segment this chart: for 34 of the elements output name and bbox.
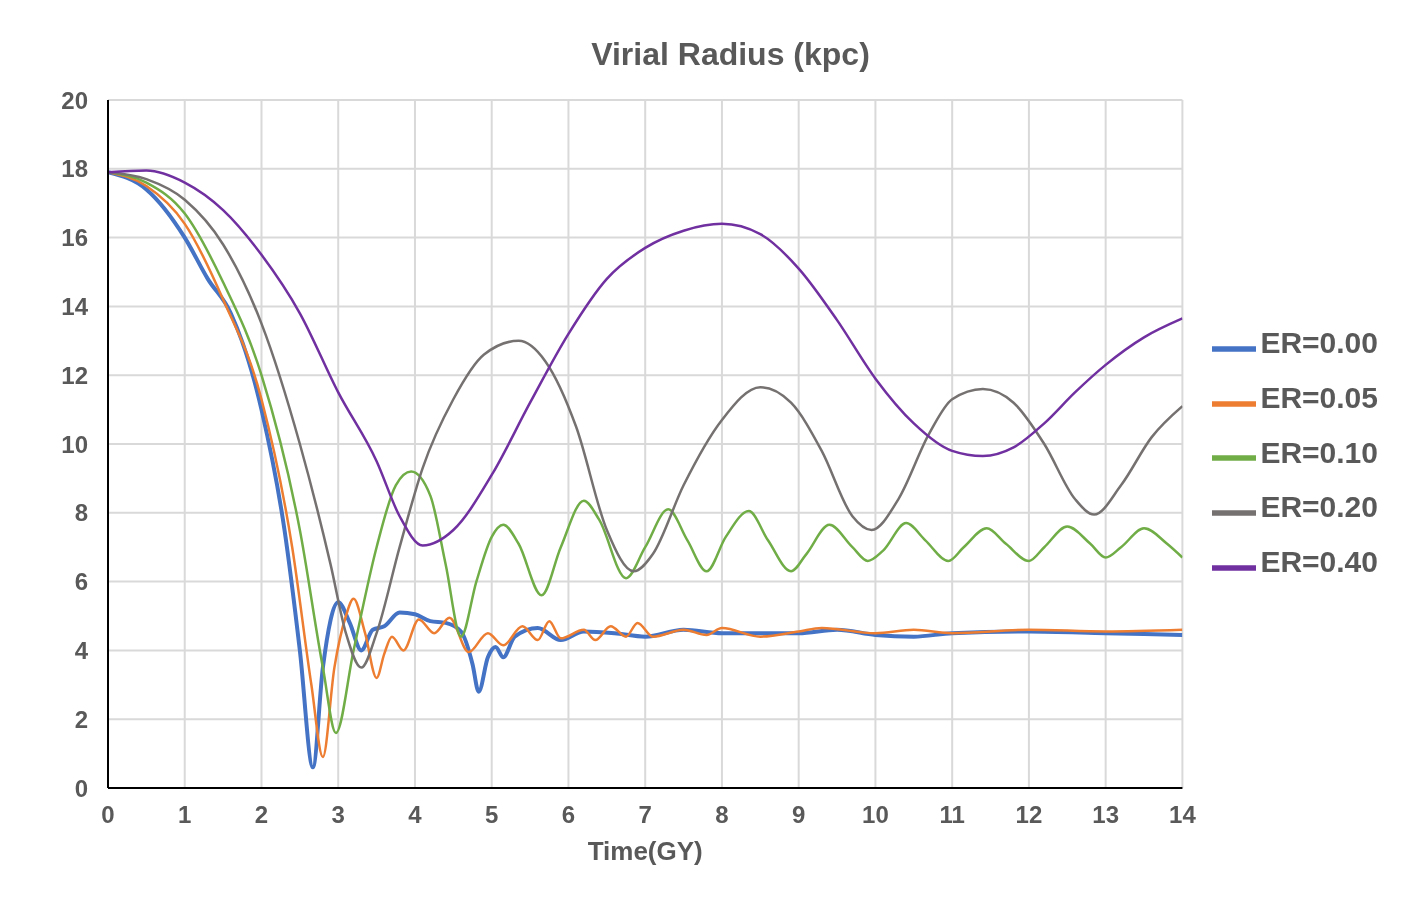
legend-label: ER=0.20 <box>1260 490 1378 524</box>
legend-label: ER=0.05 <box>1260 380 1378 414</box>
x-tick-label: 7 <box>638 801 652 829</box>
y-tick-label: 8 <box>74 499 88 527</box>
chart-title: Virial Radius (kpc) <box>590 36 871 73</box>
x-tick-label: 13 <box>1092 801 1120 829</box>
x-axis-title: Time(GY) <box>587 836 703 866</box>
x-tick-label: 11 <box>939 801 965 829</box>
x-tick-label: 10 <box>862 801 889 829</box>
y-tick-label: 12 <box>61 361 88 389</box>
x-tick-label: 4 <box>408 801 423 829</box>
x-tick-label: 1 <box>178 801 192 829</box>
legend-label: ER=0.00 <box>1260 326 1378 360</box>
x-tick-label: 3 <box>331 801 345 829</box>
y-tick-label: 6 <box>74 568 88 596</box>
x-tick-label: 9 <box>792 801 806 829</box>
x-tick-label: 14 <box>1169 801 1197 829</box>
x-tick-label: 0 <box>101 801 115 829</box>
x-tick-label: 12 <box>1015 801 1043 829</box>
y-tick-label: 2 <box>74 705 88 733</box>
y-tick-label: 0 <box>74 774 88 802</box>
x-tick-label: 5 <box>485 801 499 829</box>
y-tick-label: 18 <box>61 155 88 183</box>
y-tick-label: 10 <box>61 430 88 458</box>
legend-label: ER=0.10 <box>1260 435 1378 469</box>
line-series <box>108 169 1183 547</box>
x-tick-label: 8 <box>715 801 729 829</box>
x-tick-label: 2 <box>254 801 269 829</box>
y-tick-label: 4 <box>74 636 89 664</box>
y-tick-label: 20 <box>61 86 88 114</box>
x-tick-label: 6 <box>561 801 576 829</box>
y-tick-label: 16 <box>61 224 88 252</box>
legend-label: ER=0.40 <box>1260 545 1378 579</box>
y-tick-label: 14 <box>61 292 89 320</box>
